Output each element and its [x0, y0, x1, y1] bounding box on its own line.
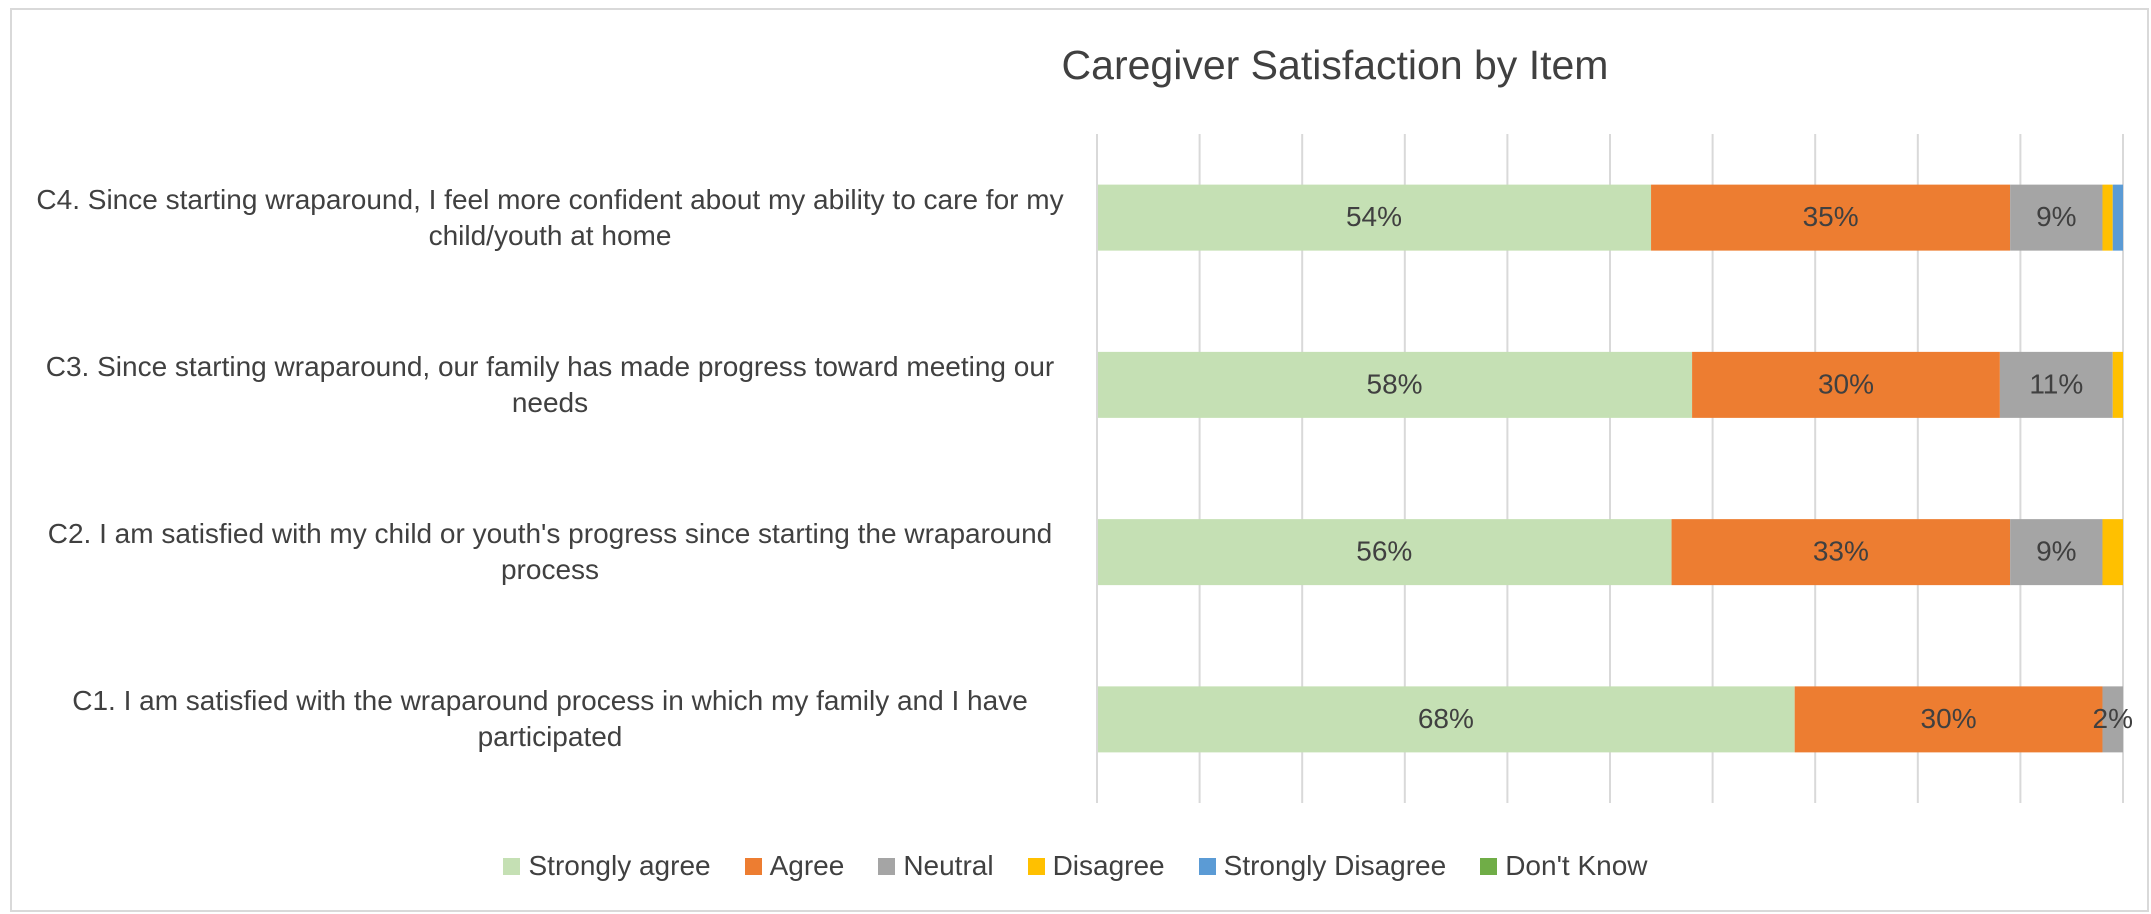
legend-label: Don't Know [1505, 850, 1648, 881]
data-label: 2% [2093, 703, 2133, 734]
bar-segment [1651, 184, 2011, 251]
legend-label: Strongly agree [528, 850, 711, 881]
category-label: C3. Since starting wraparound, our famil… [45, 350, 1055, 418]
bar-segment [2112, 184, 2123, 251]
legend: Strongly agree Agree Neutral Disagree Strong… [0, 850, 2151, 882]
legend-item: Don't Know [1480, 850, 1648, 882]
bar-segment [1097, 351, 1693, 418]
legend-item: Strongly Disagree [1198, 850, 1447, 882]
data-label: 30% [1818, 368, 1874, 399]
category-label: C4. Since starting wraparound, I feel mo… [36, 183, 1064, 251]
data-label: 9% [2036, 201, 2076, 232]
bar-segment [1692, 351, 2000, 418]
legend-item: Neutral [878, 850, 994, 882]
legend-item: Disagree [1027, 850, 1165, 882]
legend-swatch [1198, 857, 1216, 875]
data-label: 30% [1921, 703, 1977, 734]
legend-item: Strongly agree [503, 850, 711, 882]
bar-segment [2102, 184, 2113, 251]
bar-segment [2102, 686, 2123, 753]
bar-segment [1097, 519, 1672, 586]
bar-segment [1097, 184, 1652, 251]
bar-segment [2010, 519, 2103, 586]
legend-label: Neutral [903, 850, 994, 881]
bar-segment [1999, 351, 2113, 418]
data-label: 68% [1418, 703, 1474, 734]
legend-label: Agree [769, 850, 845, 881]
category-label: C1. I am satisfied with the wraparound p… [72, 685, 1028, 753]
legend-swatch [878, 857, 896, 875]
bar-segment [1794, 686, 2103, 753]
data-label: 56% [1356, 536, 1412, 567]
data-label: 9% [2036, 536, 2076, 567]
data-label: 58% [1367, 368, 1423, 399]
legend-swatch [1480, 857, 1498, 875]
legend-label: Strongly Disagree [1223, 850, 1447, 881]
legend-swatch [744, 857, 762, 875]
legend-swatch [1027, 857, 1045, 875]
bar-segment [2112, 351, 2123, 418]
legend-item: Agree [744, 850, 845, 882]
bar-segment [2102, 519, 2123, 586]
chart-frame [10, 8, 2149, 912]
bar-segment [2010, 184, 2103, 251]
category-label: C2. I am satisfied with my child or yout… [47, 518, 1053, 586]
bar-segment [1097, 686, 1795, 753]
legend-label: Disagree [1052, 850, 1165, 881]
legend-swatch [503, 857, 521, 875]
chart-title: Caregiver Satisfaction by Item [1062, 42, 1609, 88]
bar-segment [1671, 519, 2011, 586]
data-label: 33% [1813, 536, 1869, 567]
data-label: 11% [2029, 368, 2083, 399]
data-label: 35% [1803, 201, 1859, 232]
data-label: 54% [1346, 201, 1402, 232]
